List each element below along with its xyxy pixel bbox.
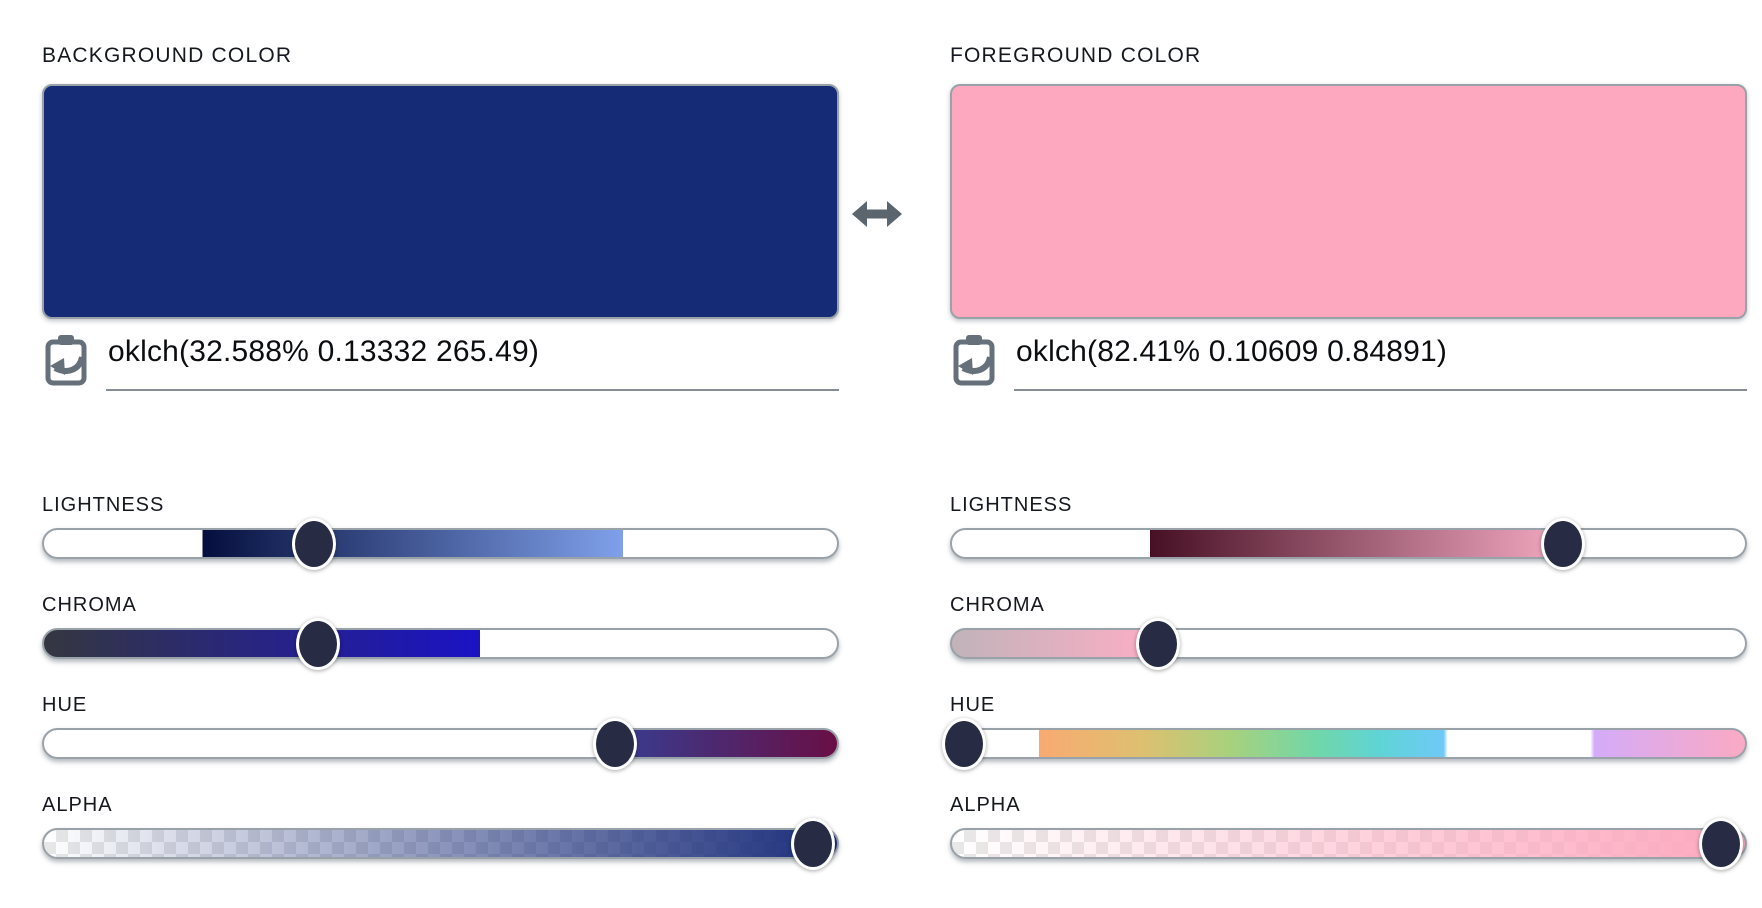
clipboard-paste-icon[interactable] (42, 333, 92, 387)
swap-colors-icon[interactable] (849, 190, 905, 238)
background-value-field[interactable]: oklch(32.588% 0.13332 265.49) (106, 333, 839, 391)
fg-hue-thumb[interactable] (941, 717, 986, 770)
foreground-value-row: oklch(82.41% 0.10609 0.84891) (950, 333, 1747, 391)
fg-alpha-thumb[interactable] (1699, 817, 1744, 870)
fg-chroma-label: CHROMA (950, 594, 1045, 616)
fg-lightness-slider[interactable] (950, 517, 1747, 570)
foreground-color-label: FOREGROUND COLOR (950, 44, 1202, 67)
foreground-color-panel: FOREGROUND COLOR oklch(82.41% 0.10609 0.… (941, 0, 1747, 908)
background-color-value[interactable]: oklch(32.588% 0.13332 265.49) (108, 335, 540, 368)
foreground-value-field[interactable]: oklch(82.41% 0.10609 0.84891) (1014, 333, 1747, 391)
fg-chroma-slider[interactable] (950, 617, 1747, 670)
bg-alpha-label: ALPHA (42, 794, 113, 816)
bg-chroma-label: CHROMA (42, 594, 137, 616)
bg-lightness-slider[interactable] (42, 517, 839, 570)
bg-hue-thumb[interactable] (592, 717, 637, 770)
background-color-label: BACKGROUND COLOR (42, 44, 293, 67)
fg-alpha-label: ALPHA (950, 794, 1021, 816)
fg-lightness-thumb[interactable] (1540, 517, 1585, 570)
bg-chroma-thumb[interactable] (295, 617, 340, 670)
foreground-color-swatch (950, 84, 1747, 319)
background-value-row: oklch(32.588% 0.13332 265.49) (42, 333, 839, 391)
bg-alpha-thumb[interactable] (791, 817, 836, 870)
fg-hue-label: HUE (950, 694, 996, 716)
bg-lightness-label: LIGHTNESS (42, 494, 165, 516)
bg-hue-label: HUE (42, 694, 88, 716)
bg-hue-slider[interactable] (42, 717, 839, 770)
bg-chroma-slider[interactable] (42, 617, 839, 670)
background-color-panel: BACKGROUND COLOR oklch(32.588% 0.13332 2… (42, 0, 839, 908)
background-color-swatch (42, 84, 839, 319)
fg-chroma-thumb[interactable] (1136, 617, 1181, 670)
foreground-color-value[interactable]: oklch(82.41% 0.10609 0.84891) (1016, 335, 1448, 368)
bg-alpha-slider[interactable] (42, 817, 839, 870)
clipboard-paste-icon[interactable] (950, 333, 1000, 387)
fg-hue-slider[interactable] (941, 717, 1747, 770)
fg-lightness-label: LIGHTNESS (950, 494, 1073, 516)
fg-alpha-slider[interactable] (950, 817, 1747, 870)
bg-lightness-thumb[interactable] (291, 517, 336, 570)
